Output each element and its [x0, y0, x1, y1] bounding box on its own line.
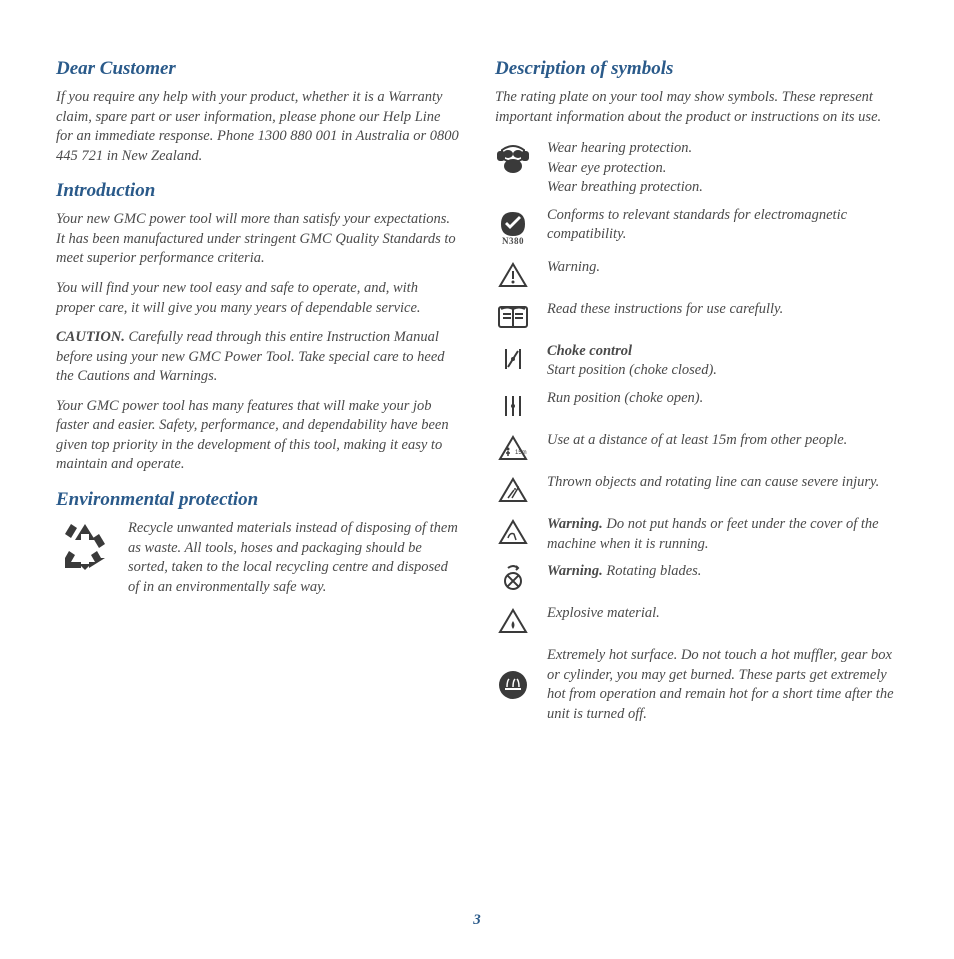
choke-start-p: Start position (choke closed).: [547, 361, 898, 381]
symbol-row-warning: Warning.: [495, 258, 898, 292]
page-number: 3: [0, 912, 954, 929]
ppe-l2: Wear eye protection.: [547, 159, 898, 179]
recycle-icon: [56, 519, 114, 577]
hands-lead: Warning.: [547, 516, 603, 532]
rotating-blades-icon: [495, 562, 531, 596]
symbol-row-distance: 15m Use at a distance of at least 15m fr…: [495, 431, 898, 465]
hands-warning-icon: [495, 515, 531, 549]
thrown-objects-icon: [495, 473, 531, 507]
heading-dear-customer: Dear Customer: [56, 58, 459, 80]
thrown-p: Thrown objects and rotating line can cau…: [547, 473, 898, 493]
blades-p: Rotating blades.: [603, 563, 702, 579]
heading-symbols: Description of symbols: [495, 58, 898, 80]
intro-p1: Your new GMC power tool will more than s…: [56, 210, 459, 269]
environmental-p1: Recycle unwanted materials instead of di…: [128, 519, 459, 597]
intro-p2: You will find your new tool easy and saf…: [56, 279, 459, 318]
warning-triangle-icon: [495, 258, 531, 292]
blades-lead: Warning.: [547, 563, 603, 579]
symbol-row-blades: Warning. Rotating blades.: [495, 562, 898, 596]
symbol-row-hot: Extremely hot surface. Do not touch a ho…: [495, 646, 898, 724]
right-column: Description of symbols The rating plate …: [495, 58, 898, 732]
ppe-text: Wear hearing protection. Wear eye protec…: [547, 139, 898, 198]
hot-text: Extremely hot surface. Do not touch a ho…: [547, 646, 898, 724]
caution-label: CAUTION.: [56, 329, 125, 345]
left-column: Dear Customer If you require any help wi…: [56, 58, 459, 732]
distance-p: Use at a distance of at least 15m from o…: [547, 431, 898, 451]
blades-text: Warning. Rotating blades.: [547, 562, 898, 582]
symbol-row-hands: Warning. Do not put hands or feet under …: [495, 515, 898, 554]
ppe-l3: Wear breathing protection.: [547, 178, 898, 198]
distance-icon: 15m: [495, 431, 531, 465]
emc-text: Conforms to relevant standards for elect…: [547, 206, 898, 245]
intro-p4: Your GMC power tool has many features th…: [56, 397, 459, 475]
manual-icon: [495, 300, 531, 334]
symbol-row-choke-start: Choke control Start position (choke clos…: [495, 342, 898, 381]
ppe-l1: Wear hearing protection.: [547, 139, 898, 159]
read-text: Read these instructions for use carefull…: [547, 300, 898, 320]
environmental-row: Recycle unwanted materials instead of di…: [56, 519, 459, 597]
explosive-text: Explosive material.: [547, 604, 898, 624]
hot-p: Extremely hot surface. Do not touch a ho…: [547, 646, 898, 724]
distance-text: Use at a distance of at least 15m from o…: [547, 431, 898, 451]
symbols-intro: The rating plate on your tool may show s…: [495, 88, 898, 127]
svg-text:15m: 15m: [515, 450, 527, 456]
two-column-layout: Dear Customer If you require any help wi…: [56, 58, 898, 732]
intro-caution: CAUTION. Carefully read through this ent…: [56, 328, 459, 387]
symbol-row-choke-run: Run position (choke open).: [495, 389, 898, 423]
ppe-icon: [495, 139, 531, 183]
emc-icon: N380: [495, 206, 531, 250]
symbol-row-read: Read these instructions for use carefull…: [495, 300, 898, 334]
hands-text: Warning. Do not put hands or feet under …: [547, 515, 898, 554]
read-p: Read these instructions for use carefull…: [547, 300, 898, 320]
explosive-icon: [495, 604, 531, 638]
warning-p: Warning.: [547, 258, 898, 278]
symbol-row-emc: N380 Conforms to relevant standards for …: [495, 206, 898, 250]
choke-run-text: Run position (choke open).: [547, 389, 898, 409]
choke-closed-icon: [495, 342, 531, 376]
symbol-row-ppe: Wear hearing protection. Wear eye protec…: [495, 139, 898, 198]
dear-customer-p1: If you require any help with your produc…: [56, 88, 459, 166]
emc-p: Conforms to relevant standards for elect…: [547, 206, 898, 245]
choke-heading: Choke control: [547, 342, 898, 362]
symbol-row-explosive: Explosive material.: [495, 604, 898, 638]
warning-text: Warning.: [547, 258, 898, 278]
heading-environmental: Environmental protection: [56, 489, 459, 511]
thrown-text: Thrown objects and rotating line can cau…: [547, 473, 898, 493]
symbol-row-thrown: Thrown objects and rotating line can cau…: [495, 473, 898, 507]
explosive-p: Explosive material.: [547, 604, 898, 624]
choke-start-text: Choke control Start position (choke clos…: [547, 342, 898, 381]
hot-surface-icon: [495, 663, 531, 707]
choke-open-icon: [495, 389, 531, 423]
heading-introduction: Introduction: [56, 180, 459, 202]
emc-sublabel: N380: [502, 236, 524, 246]
choke-run-p: Run position (choke open).: [547, 389, 898, 409]
